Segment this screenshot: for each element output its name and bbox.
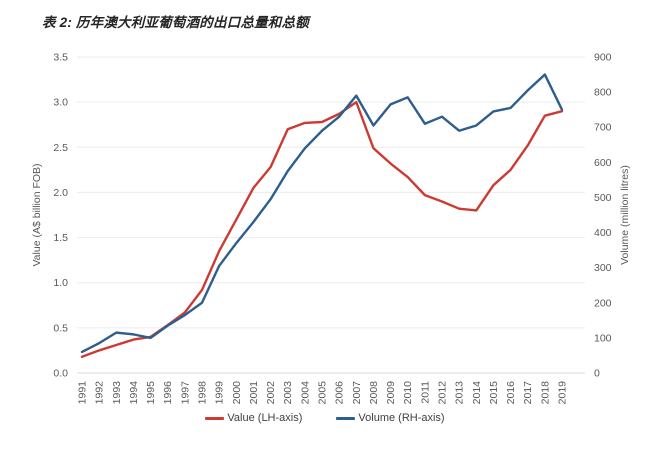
x-tick-label: 2018	[539, 381, 551, 405]
x-tick-label: 2001	[248, 381, 260, 405]
x-tick-label: 2004	[299, 381, 311, 405]
x-tick-label: 1999	[214, 381, 226, 405]
y-left-tick-label: 2.5	[53, 142, 68, 154]
y-left-tick-label: 1.0	[53, 277, 68, 289]
x-tick-label: 2014	[471, 381, 483, 405]
value-line-swatch	[205, 416, 225, 420]
x-tick-label: 1996	[162, 381, 174, 405]
x-tick-label: 2015	[488, 381, 500, 405]
y-right-tick-label: 100	[594, 332, 612, 344]
x-tick-label: 2017	[522, 381, 534, 405]
chart-title: 表 2: 历年澳大利亚葡萄酒的出口总量和总额	[42, 15, 309, 30]
x-tick-label: 2013	[454, 381, 466, 405]
x-tick-label: 2019	[557, 381, 569, 405]
x-tick-label: 1997	[179, 381, 191, 405]
y-left-tick-label: 2.0	[53, 187, 68, 199]
y-right-tick-label: 200	[594, 297, 612, 309]
x-tick-label: 2006	[334, 381, 346, 405]
y-right-tick-label: 400	[594, 227, 612, 239]
y-right-axis-title: Volume (million litres)	[619, 165, 631, 265]
x-tick-label: 2008	[368, 381, 380, 405]
y-left-axis-title: Value (A$ billion FOB)	[31, 163, 43, 266]
x-tick-label: 1993	[111, 381, 123, 405]
x-tick-label: 2016	[505, 381, 517, 405]
legend-label-volume: Volume (RH-axis)	[358, 412, 445, 424]
x-tick-label: 2011	[419, 381, 431, 404]
y-left-tick-label: 1.5	[53, 232, 68, 244]
x-tick-label: 2009	[385, 381, 397, 405]
y-right-tick-label: 0	[594, 368, 600, 380]
y-left-tick-label: 0.5	[53, 322, 68, 334]
y-left-tick-label: 0.0	[53, 368, 68, 380]
x-tick-label: 2000	[231, 381, 243, 405]
y-right-tick-label: 900	[594, 52, 612, 64]
x-tick-label: 1998	[197, 381, 209, 405]
y-right-tick-label: 500	[594, 192, 612, 204]
y-right-tick-label: 300	[594, 262, 612, 274]
legend-item-value: Value (LH-axis)	[205, 412, 302, 424]
y-right-tick-label: 700	[594, 122, 612, 134]
x-tick-label: 1994	[128, 381, 140, 405]
x-tick-label: 2012	[437, 381, 449, 405]
x-tick-label: 2005	[317, 381, 329, 405]
legend-label-value: Value (LH-axis)	[227, 412, 303, 424]
x-tick-label: 1995	[145, 381, 157, 405]
y-right-tick-label: 600	[594, 157, 612, 169]
y-left-tick-label: 3.0	[53, 97, 68, 109]
volume-line-swatch	[336, 416, 356, 420]
y-left-tick-label: 3.5	[53, 52, 68, 64]
volume-line	[80, 73, 564, 354]
x-tick-label: 2007	[351, 381, 363, 405]
x-tick-label: 2010	[402, 381, 414, 405]
chart-legend: Value (LH-axis) Volume (RH-axis)	[0, 412, 650, 424]
x-tick-label: 1992	[94, 381, 106, 405]
x-tick-label: 1991	[77, 381, 89, 405]
x-tick-label: 2002	[265, 381, 277, 405]
y-right-tick-label: 800	[594, 87, 612, 99]
legend-item-volume: Volume (RH-axis)	[336, 412, 445, 424]
value-line	[80, 100, 564, 358]
x-tick-label: 2003	[282, 381, 294, 405]
